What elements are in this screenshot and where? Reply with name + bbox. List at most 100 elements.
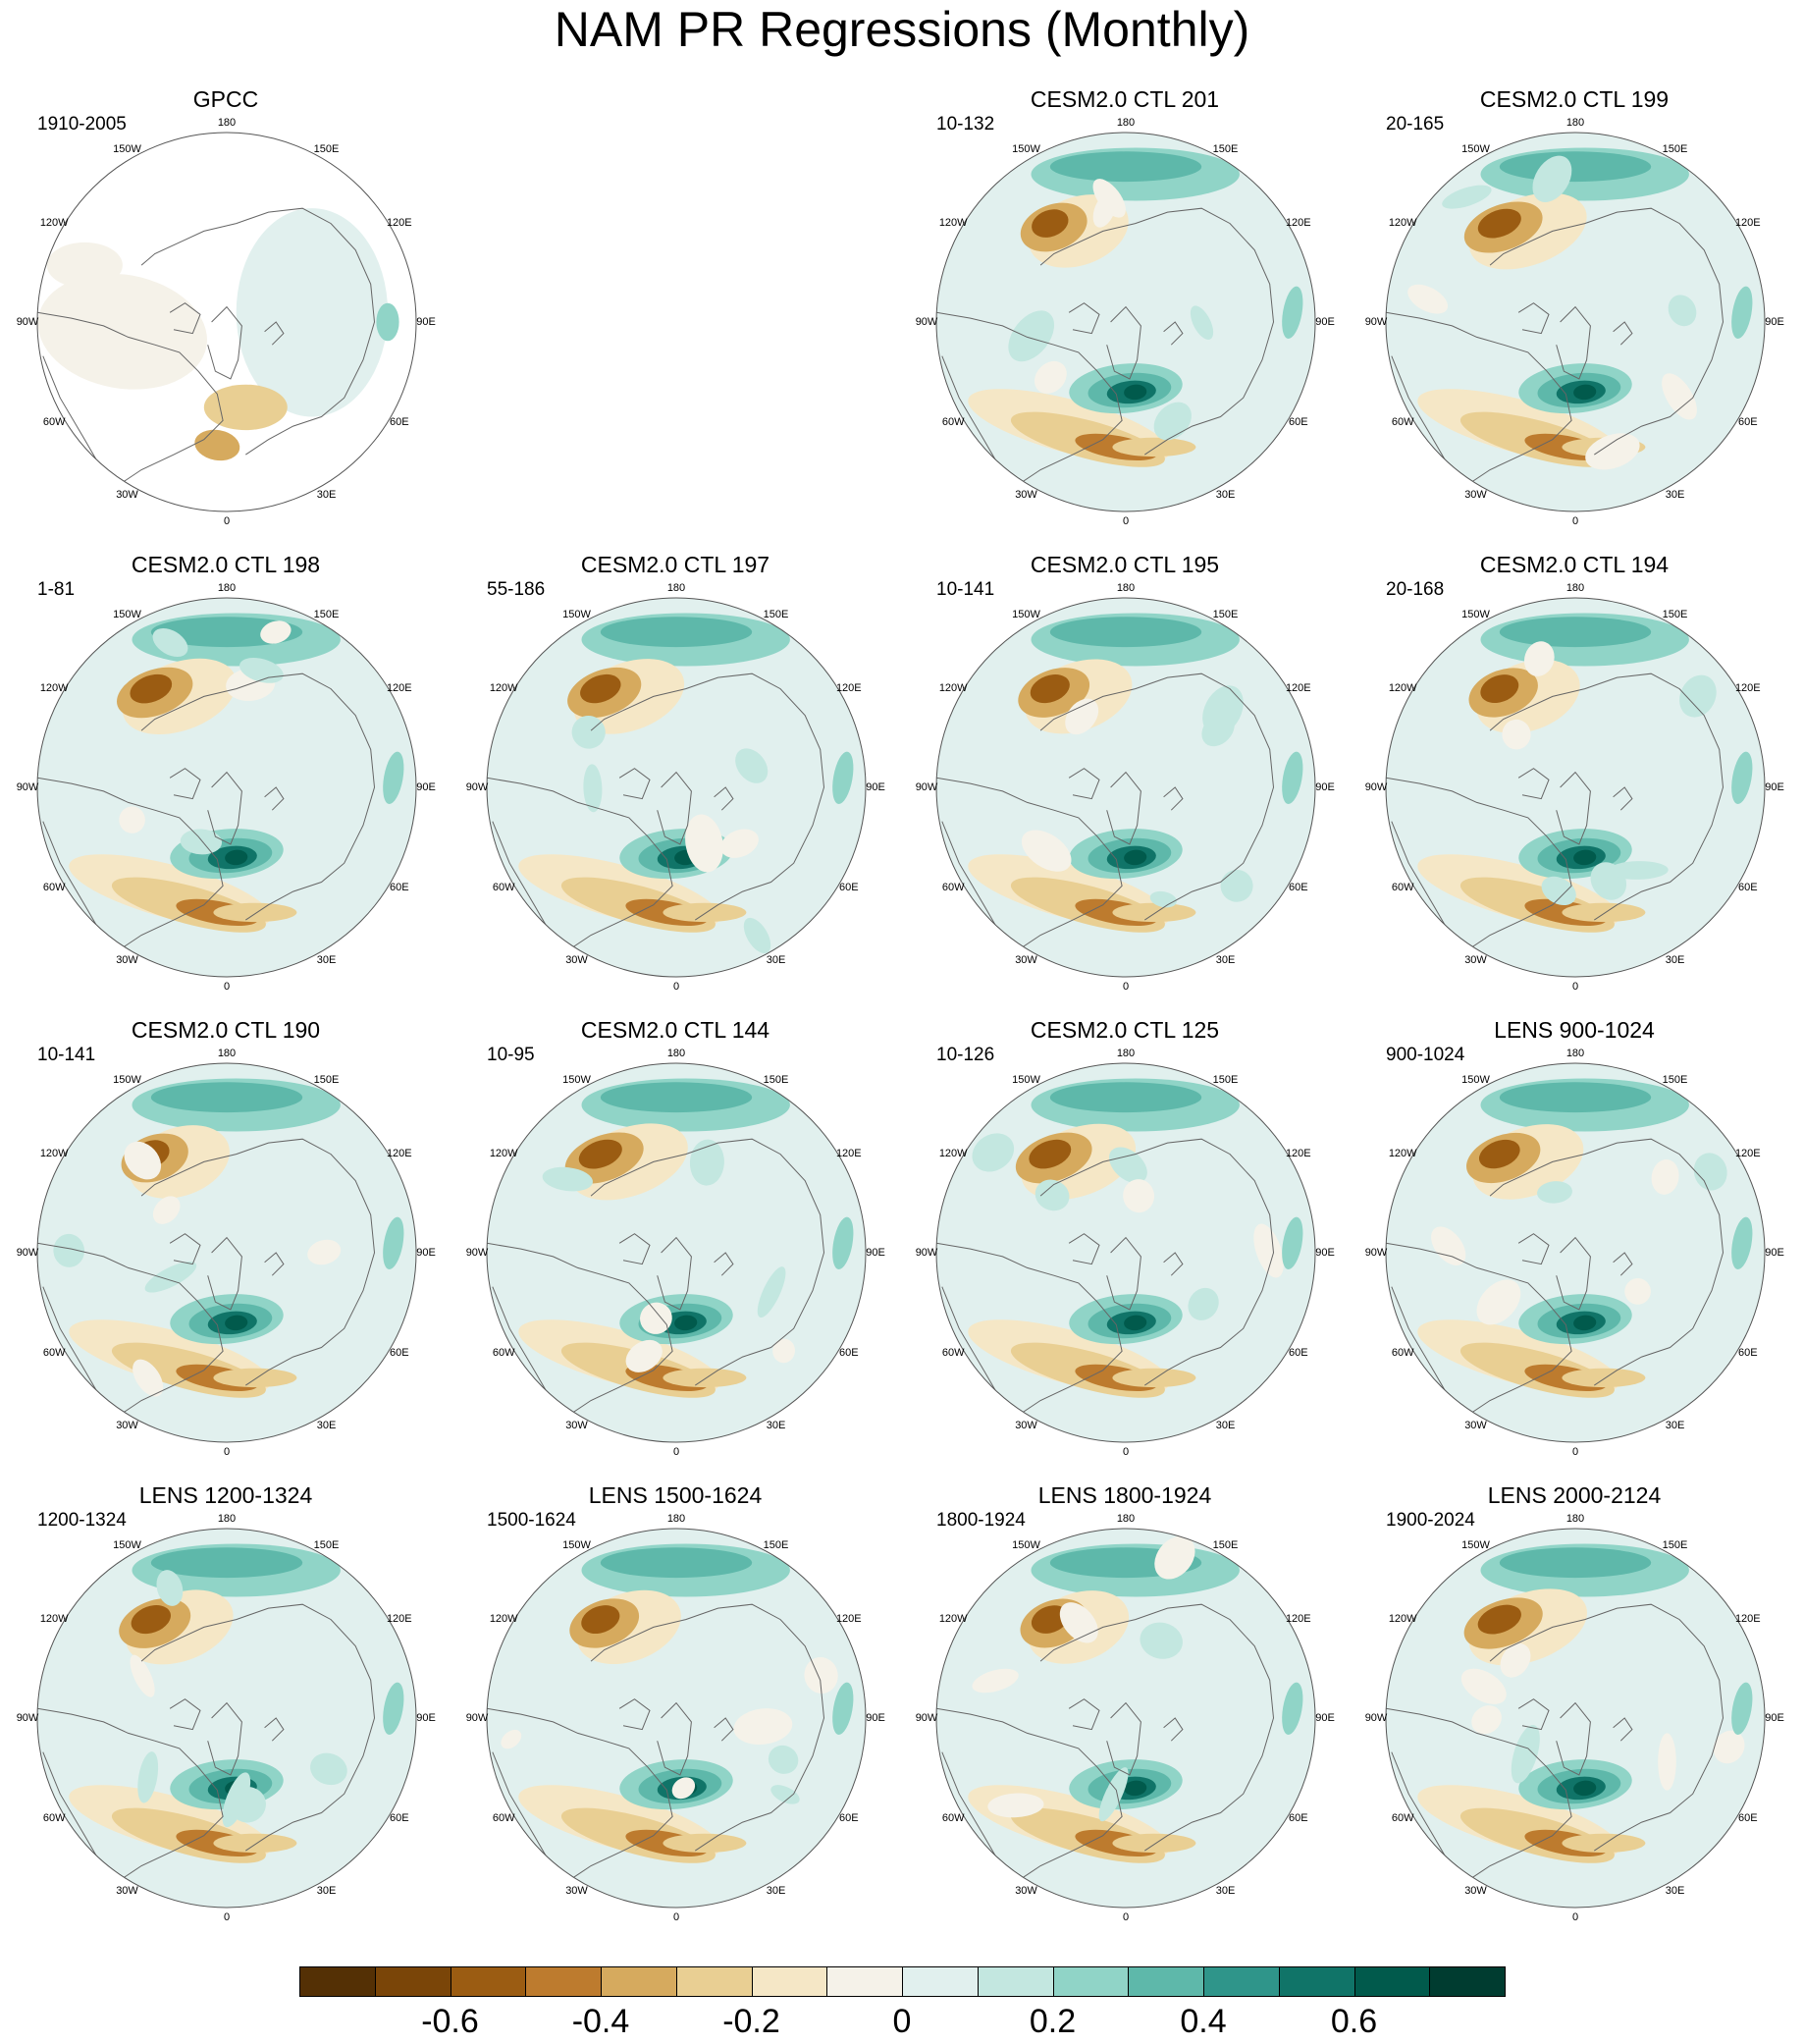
longitude-label: 60E bbox=[390, 415, 409, 428]
panel-year-range: 1500-1624 bbox=[487, 1510, 576, 1531]
map-panel: LENS 1800-1924 1800-1924 180 150E 120E 90E 60E… bbox=[899, 1480, 1351, 1946]
map-panel: CESM2.0 CTL 199 20-165 180 150E 120E 90E 60E 30… bbox=[1349, 84, 1800, 550]
contour-region bbox=[1731, 286, 1753, 339]
longitude-label: 150E bbox=[313, 143, 340, 156]
longitude-label: 150W bbox=[1461, 1074, 1490, 1087]
contour-region bbox=[1624, 1278, 1651, 1305]
longitude-label: 60W bbox=[1391, 1346, 1414, 1359]
longitude-label: 120W bbox=[489, 1612, 518, 1625]
longitude-label: 60W bbox=[941, 881, 965, 893]
longitude-label: 60W bbox=[42, 415, 66, 428]
contour-region bbox=[571, 715, 606, 749]
coastline bbox=[207, 1236, 242, 1311]
contour-region bbox=[383, 1216, 404, 1269]
longitude-label: 90W bbox=[1364, 316, 1388, 328]
contour-region bbox=[625, 1339, 663, 1372]
longitude-label: 180 bbox=[1116, 117, 1136, 129]
panel-year-range: 1200-1324 bbox=[37, 1510, 127, 1531]
colorbar-cell bbox=[1429, 1966, 1506, 1997]
contour-region bbox=[150, 1547, 303, 1579]
contour-region bbox=[1532, 155, 1572, 202]
longitude-label: 90E bbox=[1765, 316, 1784, 328]
contour-region bbox=[37, 273, 207, 390]
coastline bbox=[1163, 786, 1184, 811]
longitude-label: 0 bbox=[1571, 515, 1579, 527]
map-panel: LENS 2000-2124 1900-2024 180 150E 120E 90E 60E… bbox=[1349, 1480, 1800, 1946]
longitude-label: 30E bbox=[1665, 953, 1685, 966]
coastline bbox=[1517, 768, 1550, 800]
longitude-label: 0 bbox=[672, 1446, 680, 1458]
contour-region bbox=[1651, 1158, 1679, 1195]
contour-region bbox=[1124, 1315, 1147, 1331]
coastline bbox=[1613, 1252, 1633, 1276]
colorbar-cell bbox=[1353, 1966, 1431, 1997]
contour-region bbox=[1029, 1139, 1072, 1169]
polar-stereographic-map bbox=[1385, 132, 1766, 512]
panel-title: LENS 1200-1324 bbox=[138, 1482, 313, 1508]
longitude-label: 30W bbox=[565, 953, 588, 966]
colorbar-tick-label: 0.4 bbox=[1180, 2003, 1227, 2040]
longitude-label: 180 bbox=[217, 582, 237, 594]
longitude-label: 30E bbox=[1665, 488, 1685, 501]
longitude-label: 90E bbox=[416, 781, 436, 793]
longitude-label: 150W bbox=[113, 143, 141, 156]
longitude-label: 150E bbox=[1212, 1074, 1239, 1087]
longitude-label: 150W bbox=[113, 609, 141, 621]
longitude-label: 30W bbox=[116, 953, 138, 966]
coastline bbox=[1556, 771, 1591, 845]
contour-region bbox=[1679, 674, 1717, 718]
contour-region bbox=[1608, 861, 1669, 880]
contour-region bbox=[1442, 185, 1492, 209]
coastline bbox=[618, 1698, 651, 1731]
contour-region bbox=[1021, 830, 1072, 872]
contour-region bbox=[213, 902, 297, 923]
longitude-label: 180 bbox=[1116, 1048, 1136, 1059]
coastline bbox=[1517, 1698, 1550, 1731]
coastline bbox=[1613, 1717, 1633, 1742]
contour-region bbox=[1124, 849, 1147, 866]
longitude-label: 30W bbox=[1015, 1884, 1037, 1897]
contour-region bbox=[735, 748, 769, 783]
panel-title: CESM2.0 CTL 190 bbox=[131, 1017, 321, 1043]
contour-region bbox=[1112, 437, 1196, 457]
map-boundary bbox=[36, 1062, 417, 1443]
contour-region bbox=[1500, 1642, 1531, 1678]
panel-title: LENS 1800-1924 bbox=[1037, 1482, 1212, 1508]
longitude-label: 150W bbox=[1461, 143, 1490, 156]
polar-stereographic-map bbox=[486, 1528, 867, 1909]
longitude-label: 90E bbox=[866, 1247, 885, 1259]
contour-region bbox=[600, 1082, 753, 1113]
colorbar-cell bbox=[374, 1966, 451, 1997]
longitude-label: 30E bbox=[1215, 953, 1236, 966]
longitude-label: 60E bbox=[1738, 415, 1758, 428]
longitude-label: 150E bbox=[763, 1539, 789, 1552]
longitude-label: 60W bbox=[941, 1811, 965, 1824]
colorbar-tick-label: -0.6 bbox=[421, 2003, 479, 2040]
contour-region bbox=[383, 1682, 404, 1735]
longitude-label: 30W bbox=[1015, 1419, 1037, 1431]
contour-region bbox=[310, 1752, 347, 1786]
longitude-label: 150W bbox=[1012, 1539, 1040, 1552]
contour-region bbox=[1032, 209, 1069, 238]
longitude-label: 30W bbox=[565, 1884, 588, 1897]
longitude-label: 150E bbox=[1662, 609, 1688, 621]
coastline bbox=[1163, 1252, 1184, 1276]
colorbar-tick-label: -0.2 bbox=[722, 2003, 780, 2040]
longitude-label: 120E bbox=[1734, 216, 1761, 229]
longitude-label: 150W bbox=[1012, 609, 1040, 621]
contour-region bbox=[1282, 1216, 1303, 1269]
contour-region bbox=[137, 1751, 159, 1803]
longitude-label: 120W bbox=[39, 1147, 69, 1159]
panel-year-range: 1900-2024 bbox=[1386, 1510, 1475, 1531]
contour-region bbox=[663, 1368, 747, 1388]
longitude-label: 90E bbox=[1315, 1247, 1335, 1259]
longitude-label: 0 bbox=[223, 1446, 231, 1458]
contour-region bbox=[720, 829, 759, 858]
map-boundary bbox=[36, 1528, 417, 1909]
longitude-label: 90W bbox=[16, 316, 39, 328]
contour-region bbox=[1098, 1767, 1129, 1822]
longitude-label: 90W bbox=[915, 1247, 938, 1259]
coastline bbox=[1039, 1138, 1275, 1386]
longitude-label: 60E bbox=[1738, 1346, 1758, 1359]
coastline bbox=[140, 207, 376, 456]
